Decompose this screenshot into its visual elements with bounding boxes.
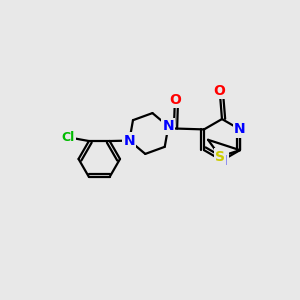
Text: N: N [163,119,174,134]
Text: O: O [214,84,226,98]
Text: Cl: Cl [61,131,75,144]
Text: O: O [169,93,181,107]
Text: N: N [124,134,135,148]
Text: N: N [234,122,246,136]
Text: S: S [215,150,225,164]
Text: N: N [216,154,228,167]
